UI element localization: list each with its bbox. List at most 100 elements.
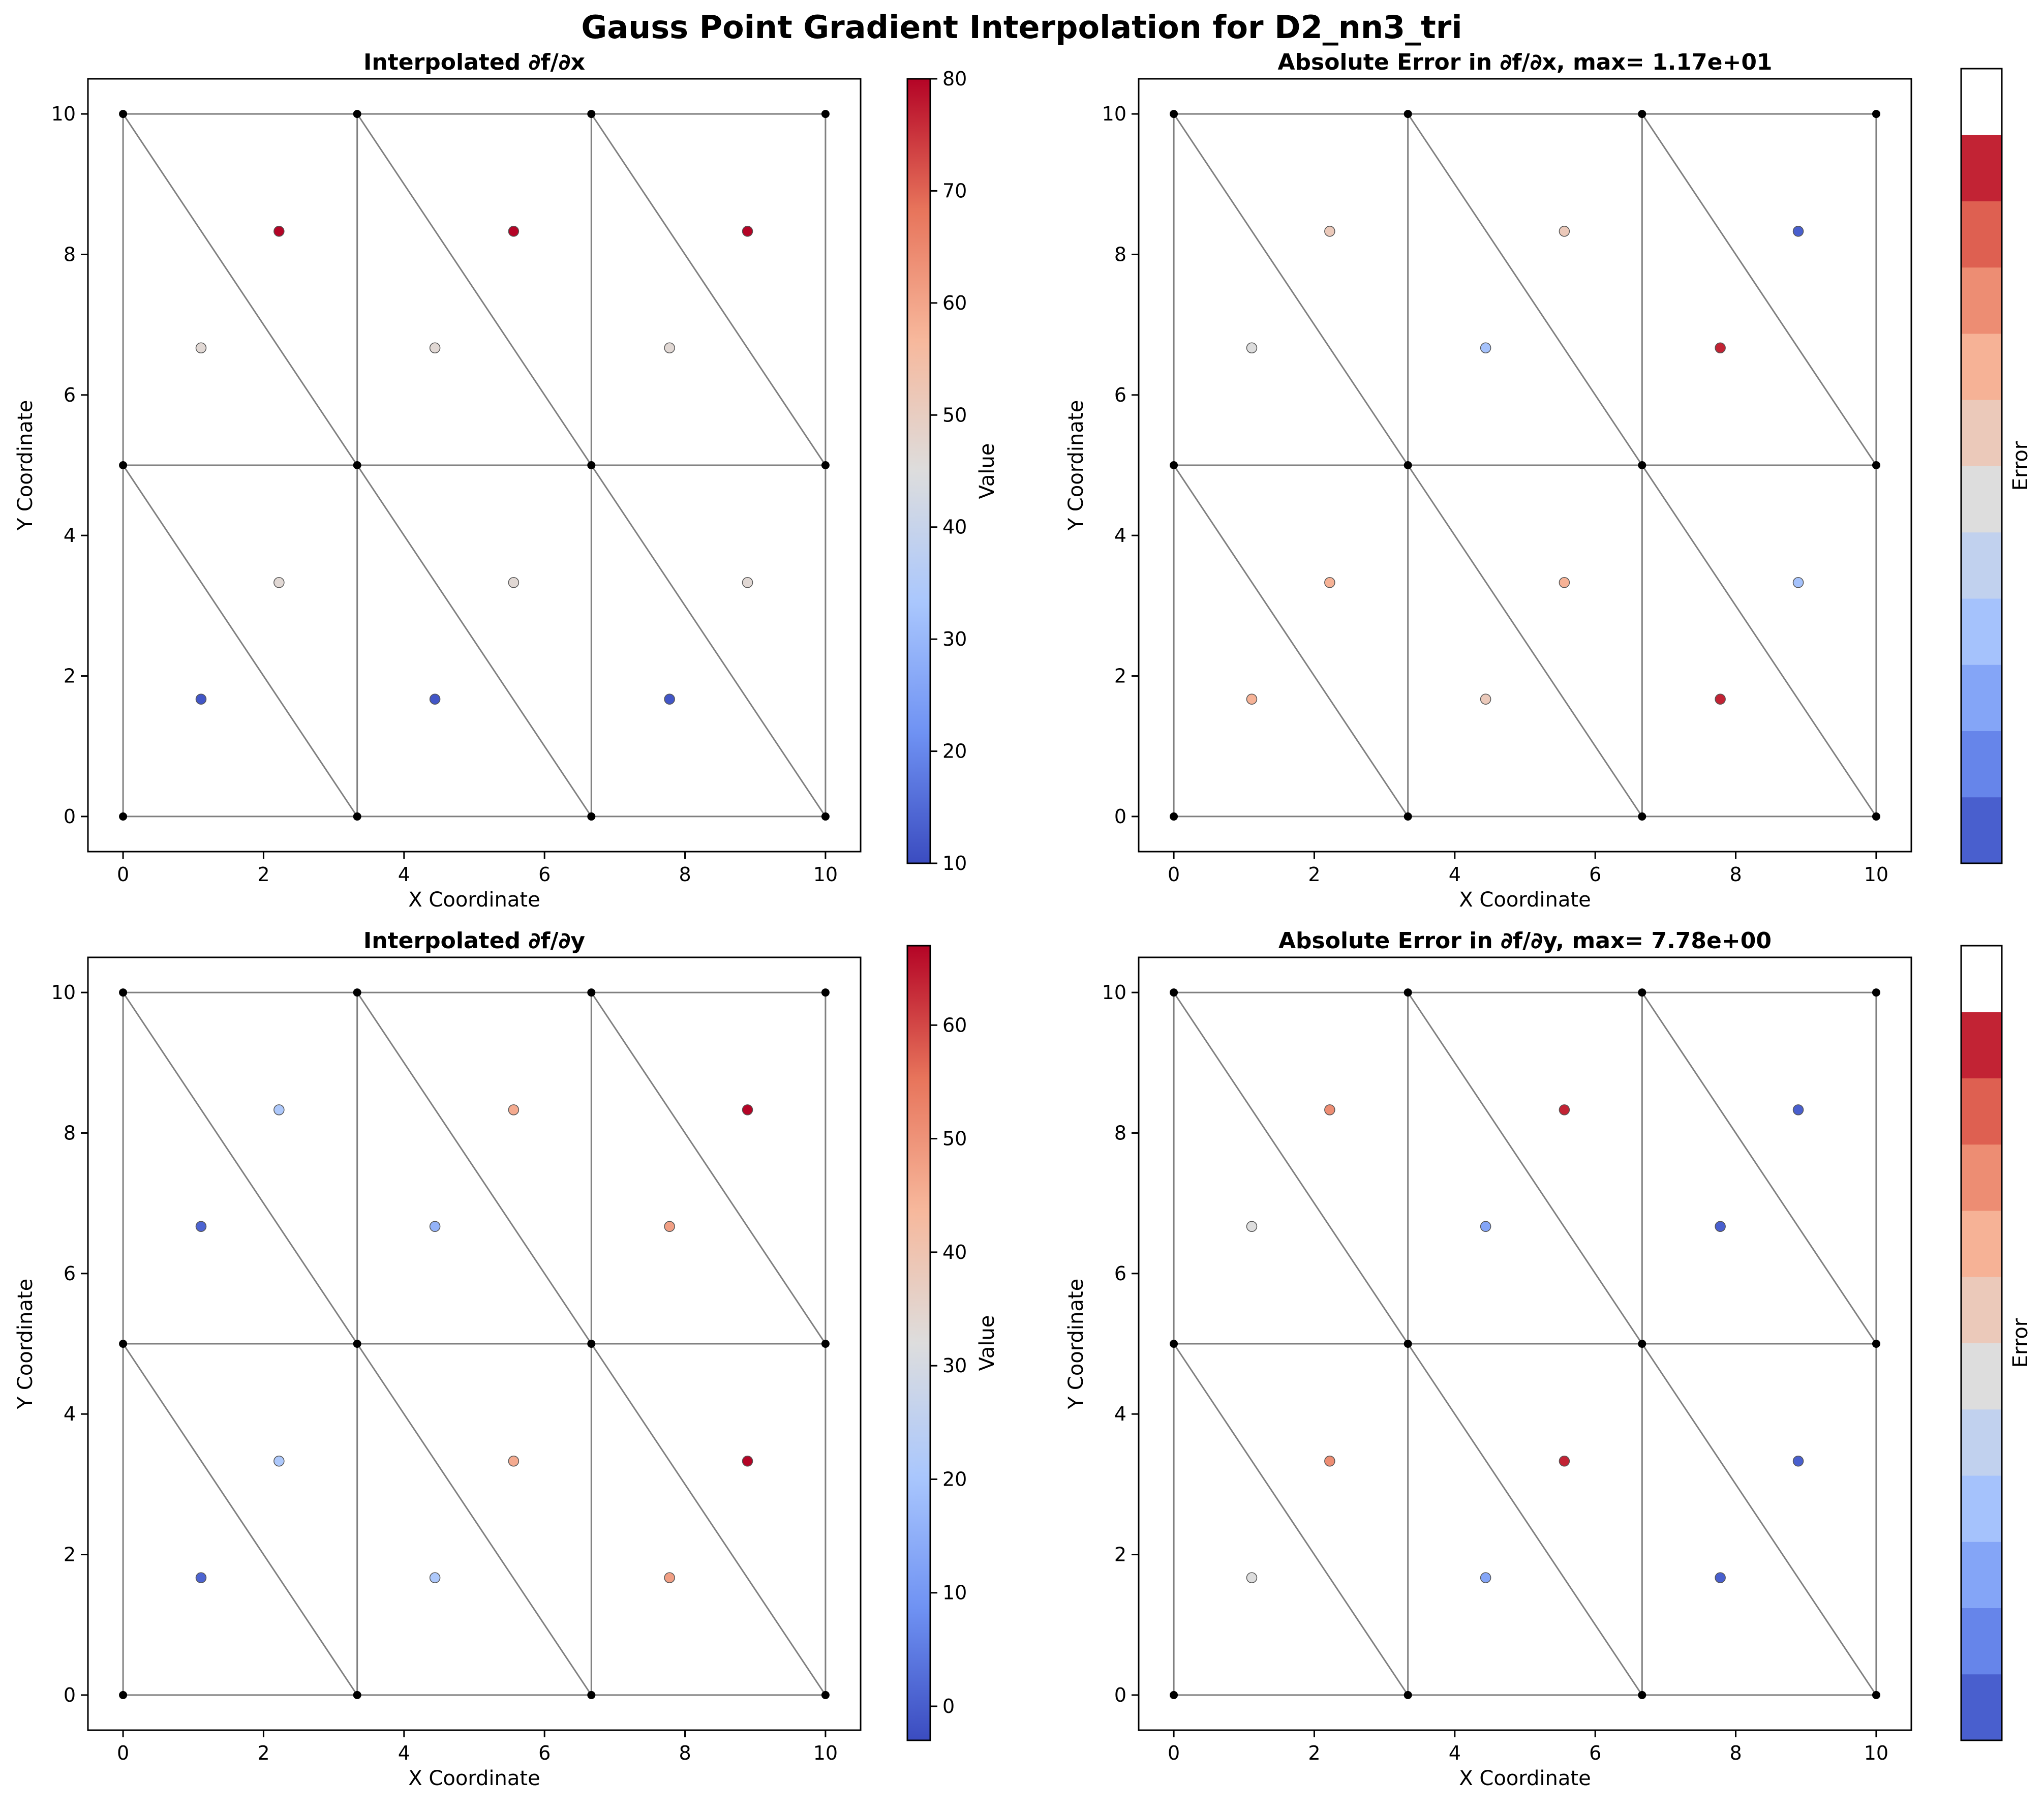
- gauss-point: [273, 1456, 285, 1467]
- mesh-node: [587, 812, 596, 821]
- mesh-edge: [1641, 1343, 1877, 1696]
- y-tick-label: 4: [1114, 524, 1126, 547]
- colorbar-frame: [1960, 68, 2003, 864]
- x-tick-label: 10: [813, 863, 838, 886]
- mesh-node: [1404, 1691, 1412, 1699]
- mesh-edge: [356, 1343, 592, 1696]
- colorbar-tick-label: 10: [942, 852, 967, 874]
- mesh-node: [1872, 988, 1880, 997]
- mesh-node: [1638, 461, 1646, 469]
- gauss-point: [508, 1456, 520, 1467]
- gauss-point: [1715, 1221, 1726, 1232]
- mesh-node: [1170, 988, 1178, 997]
- mesh-edge: [1407, 1343, 1643, 1696]
- gauss-point: [1792, 577, 1804, 588]
- y-tick-label: 6: [64, 384, 76, 406]
- colorbar-tick-label: 20: [942, 740, 967, 763]
- mesh-node: [821, 110, 830, 118]
- gauss-point: [508, 1104, 520, 1115]
- gauss-point: [664, 693, 675, 705]
- colorbar-bin: [1961, 1144, 2002, 1211]
- colorbar-tick-label: 20: [942, 1468, 967, 1490]
- y-tick-label: 8: [1114, 243, 1126, 265]
- panel-dfdy: 0 2 4 6 8 10 0 2 4 6 8 10 Interpolated ∂f/∂y X Coordi…: [14, 928, 999, 1790]
- gauss-point: [1792, 1456, 1804, 1467]
- gauss-point: [1480, 342, 1491, 353]
- gauss-point: [273, 226, 285, 237]
- colorbar-tick-label: 40: [942, 1241, 967, 1263]
- gauss-point: [195, 1221, 207, 1232]
- y-tick-label: 4: [64, 524, 76, 547]
- gauss-point: [1246, 342, 1258, 353]
- colorbar-bin: [1961, 267, 2002, 334]
- y-tick-label: 4: [1114, 1403, 1126, 1425]
- mesh-node: [1404, 110, 1412, 118]
- colorbar-tick-label: 50: [942, 1128, 967, 1150]
- x-tick-label: 0: [1168, 863, 1180, 886]
- gauss-point: [1715, 342, 1726, 353]
- mesh-edge: [1641, 992, 1877, 1344]
- x-tick-label: 4: [1449, 863, 1461, 886]
- x-axis-label: X Coordinate: [1459, 888, 1591, 912]
- mesh-node: [821, 1691, 830, 1699]
- colorbar-bin: [1961, 1674, 2002, 1741]
- colorbar-bin: [1961, 466, 2002, 533]
- gauss-point: [1480, 1572, 1491, 1583]
- gauss-point: [1715, 1572, 1726, 1583]
- colorbar-bin: [1961, 797, 2002, 864]
- colorbar: 10 20 30 40 50 60 70 80 Value: [906, 68, 999, 874]
- colorbar-gradient: [906, 945, 931, 1741]
- colorbar-tick-label: 80: [942, 68, 967, 90]
- colorbar: Error: [1960, 945, 2032, 1741]
- colorbar-tick-label: 30: [942, 628, 967, 650]
- colorbar-label: Error: [2009, 441, 2032, 491]
- y-tick-label: 10: [51, 981, 76, 1004]
- y-axis-label: Y Coordinate: [14, 1279, 37, 1409]
- panel-title: Absolute Error in ∂f/∂y, max= 7.78e+00: [1278, 928, 1772, 954]
- colorbar-tick-label: 40: [942, 516, 967, 538]
- mesh-edge: [1407, 992, 1643, 1344]
- gauss-point: [664, 342, 675, 353]
- mesh-node: [353, 812, 361, 821]
- colorbar-bin: [1961, 946, 2002, 1012]
- colorbar-bin: [1961, 334, 2002, 400]
- colorbar-bin: [1961, 1211, 2002, 1277]
- gauss-point: [1324, 226, 1335, 237]
- gauss-point: [429, 1221, 441, 1232]
- y-tick-label: 4: [64, 1403, 76, 1425]
- colorbar-bin: [1961, 1608, 2002, 1675]
- panel-title: Interpolated ∂f/∂y: [363, 928, 585, 954]
- y-tick-label: 10: [1102, 981, 1126, 1004]
- mesh-node: [1638, 110, 1646, 118]
- colorbar-tick-label: 50: [942, 404, 967, 426]
- mesh-node: [1170, 812, 1178, 821]
- gauss-point: [1324, 1456, 1335, 1467]
- x-axis-label: X Coordinate: [1459, 1767, 1591, 1790]
- x-tick-label: 10: [813, 1742, 838, 1764]
- mesh-node: [587, 988, 596, 997]
- x-tick-label: 6: [538, 863, 551, 886]
- panel-err_dfdx: 0 2 4 6 8 10 0 2 4 6 8 10 Absolute Error in ∂f/∂x, m…: [1064, 49, 2032, 912]
- y-axis-label: Y Coordinate: [14, 400, 37, 531]
- gauss-point: [429, 1572, 441, 1583]
- y-tick-label: 6: [1114, 1262, 1126, 1285]
- mesh-edge: [1407, 465, 1643, 817]
- mesh-node: [1170, 461, 1178, 469]
- colorbar-bin: [1961, 1277, 2002, 1343]
- mesh-edge: [591, 992, 827, 1344]
- mesh-node: [119, 1340, 128, 1348]
- gauss-point: [1246, 1572, 1258, 1583]
- y-tick-label: 10: [51, 103, 76, 125]
- mesh-node: [1170, 1340, 1178, 1348]
- mesh-edge: [356, 113, 592, 466]
- colorbar-bin: [1961, 1012, 2002, 1078]
- gauss-point: [195, 1572, 207, 1583]
- colorbar-tick-label: 0: [942, 1695, 955, 1717]
- mesh-node: [587, 1691, 596, 1699]
- gauss-point: [1715, 693, 1726, 705]
- gauss-point: [1324, 577, 1335, 588]
- y-tick-label: 0: [1114, 1684, 1126, 1706]
- mesh-node: [821, 461, 830, 469]
- mesh-node: [1404, 988, 1412, 997]
